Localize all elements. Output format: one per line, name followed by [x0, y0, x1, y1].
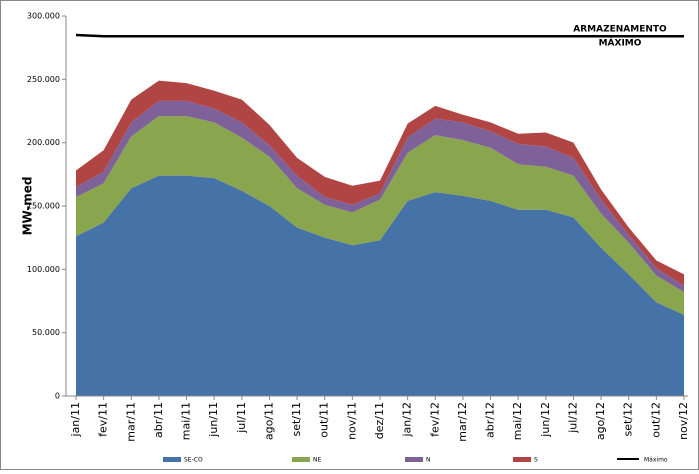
x-tick-label: fev/12	[428, 402, 441, 437]
x-tick-label: mar/11	[124, 402, 137, 442]
legend-label: Máximo	[644, 457, 668, 464]
area	[76, 80, 684, 286]
legend-label: NE	[313, 457, 321, 464]
x-tick-label: abr/11	[152, 402, 165, 438]
x-tick-label: set/12	[622, 402, 635, 437]
legend-swatch	[163, 457, 181, 462]
area	[76, 116, 684, 315]
line	[75, 33, 684, 38]
y-tick-label: 200.000	[27, 138, 60, 147]
x-tick-label: dez/11	[373, 402, 386, 439]
legend-label: SE-CO	[184, 457, 203, 464]
x-tick-label: mar/12	[456, 402, 469, 442]
area	[76, 175, 684, 396]
x-tick-label: mai/12	[511, 402, 524, 440]
y-tick-label: 150.000	[27, 202, 60, 211]
x-tick-label: jan/12	[401, 402, 414, 437]
x-tick-label: mai/11	[180, 402, 193, 440]
y-tick-label: 250.000	[27, 75, 60, 84]
y-tick-label: 50.000	[32, 328, 60, 337]
area	[76, 100, 684, 293]
x-tick-label: out/11	[318, 402, 331, 438]
x-tick-label: abr/12	[484, 402, 497, 438]
y-tick-label: 300.000	[27, 12, 60, 21]
annotation: MÁXIMO	[599, 37, 642, 49]
x-tick-label: ago/12	[594, 402, 607, 440]
x-tick-label: out/12	[649, 402, 662, 438]
y-tick-label: 100.000	[27, 265, 60, 274]
x-tick-label: jul/12	[566, 402, 579, 434]
legend-swatch	[405, 457, 423, 462]
x-tick-label: set/11	[290, 402, 303, 437]
x-tick-label: jun/11	[207, 402, 220, 438]
y-tick-label: 0	[55, 392, 60, 401]
x-tick-label: jun/12	[539, 402, 552, 438]
x-tick-label: jul/11	[235, 402, 248, 434]
legend-label: N	[426, 457, 431, 464]
y-axis-label: MW-med	[21, 177, 35, 236]
x-tick-label: nov/11	[345, 402, 358, 440]
x-tick-label: ago/11	[262, 402, 275, 440]
x-tick-label: nov/12	[677, 402, 690, 440]
x-tick-label: fev/11	[97, 402, 110, 437]
legend-swatch	[292, 457, 310, 462]
annotation: ARMAZENAMENTO	[573, 25, 667, 35]
legend-label: S	[534, 457, 538, 464]
x-tick-label: jan/11	[69, 402, 82, 437]
legend-swatch	[513, 457, 531, 462]
